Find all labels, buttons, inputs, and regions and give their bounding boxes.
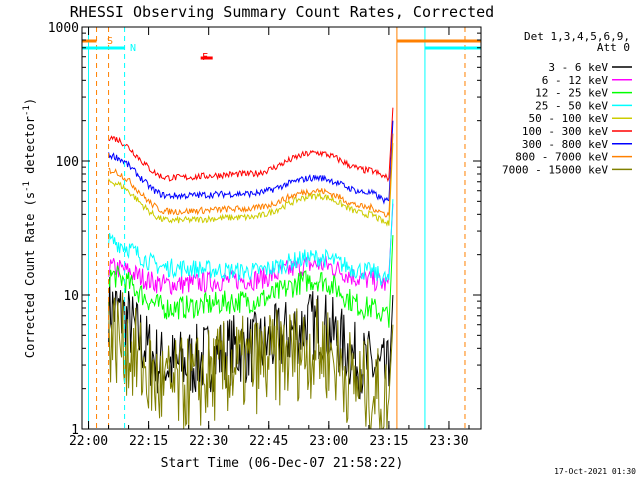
legend-label-5: 100 - 300 keV: [522, 125, 608, 138]
series-line-800-7000keV: [108, 133, 394, 218]
x-tick-label-22:15: 22:15: [129, 434, 168, 449]
legend-label-7: 800 - 7000 keV: [515, 151, 608, 164]
x-tick-label-23:15: 23:15: [369, 434, 408, 449]
x-axis-label: Start Time (06-Dec-07 21:58:22): [161, 456, 404, 471]
series-line-100-300keV: [108, 107, 394, 183]
data-layer: [108, 107, 394, 430]
saa-flag-label: S: [107, 36, 113, 47]
legend-label-8: 7000 - 15000 keV: [502, 163, 608, 176]
night-flag-label: N: [130, 43, 136, 54]
legend-label-6: 300 - 800 keV: [522, 138, 608, 151]
plot-frame: [81, 26, 482, 430]
series-line-7000-15000keV: [108, 292, 394, 430]
series-line-12-25keV: [108, 235, 394, 328]
y-axis-label-part3: ): [23, 98, 37, 105]
legend-label-4: 50 - 100 keV: [529, 112, 609, 125]
y-axis-label-sup2: -1: [22, 105, 32, 116]
legend-label-1: 6 - 12 keV: [542, 74, 609, 87]
series-line-6-12keV: [108, 203, 394, 296]
y-axis-label-part2: detector: [23, 116, 37, 181]
x-tick-label-23:00: 23:00: [309, 434, 348, 449]
x-tick-label-22:45: 22:45: [249, 434, 288, 449]
x-tick-label-23:30: 23:30: [429, 434, 468, 449]
y-tick-label-1000: 1000: [48, 21, 79, 36]
series-line-300-800keV: [108, 120, 394, 205]
x-tick-label-22:00: 22:00: [69, 434, 108, 449]
y-tick-label-100: 100: [56, 155, 79, 170]
axes-layer: 22:00 22:15 22:30 22:45 23:00 23:15 23:30 1 10 10…: [48, 21, 481, 449]
x-tick-label-22:30: 22:30: [189, 434, 228, 449]
y-axis-label-sup1: -1: [22, 181, 32, 192]
marker-layer: [88, 27, 466, 429]
y-axis-label: Corrected Count Rate (s-1 detector-1): [22, 98, 37, 358]
y-tick-label-1: 1: [71, 423, 79, 438]
legend-label-2: 12 - 25 keV: [535, 87, 608, 100]
series-line-50-100keV: [108, 143, 394, 227]
chart-title: RHESSI Observing Summary Count Rates, Co…: [70, 3, 494, 21]
y-axis-label-part1: Corrected Count Rate (s: [23, 192, 37, 358]
legend-label-0: 3 - 6 keV: [548, 61, 608, 74]
flag-layer: S N F: [82, 36, 481, 63]
y-tick-label-10: 10: [63, 289, 79, 304]
footer-timestamp: 17-Oct-2021 01:30: [554, 467, 636, 476]
legend-header-line1: Det 1,3,4,5,6,9,: [524, 30, 630, 43]
legend-label-3: 25 - 50 keV: [535, 99, 608, 112]
legend-header-line2: Att 0: [597, 41, 630, 54]
series-line-3-6keV: [108, 276, 394, 400]
series-line-25-50keV: [108, 199, 394, 286]
